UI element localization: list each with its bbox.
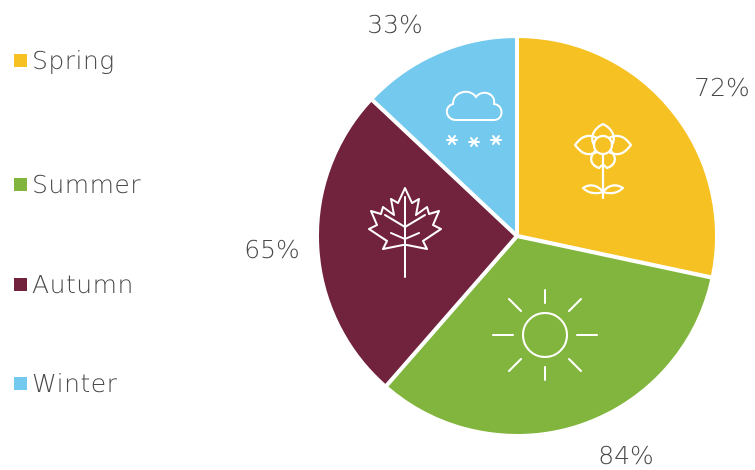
pie-slice-spring — [515, 34, 719, 280]
legend-swatch-summer — [14, 177, 27, 191]
legend-item-summer: Summer — [14, 166, 141, 202]
pie-slices — [315, 34, 719, 438]
value-label-summer: 84% — [598, 441, 654, 470]
snow-cloud-icon — [445, 90, 503, 147]
maple-leaf-icon — [368, 187, 442, 278]
value-label-winter: 33% — [367, 10, 423, 39]
value-label-spring: 72% — [694, 73, 750, 102]
legend-label-autumn: Autumn — [32, 269, 134, 299]
sun-icon — [492, 289, 598, 381]
legend-swatch-winter — [14, 376, 27, 390]
legend-label-spring: Spring — [32, 45, 115, 75]
pie-slice-summer — [383, 234, 715, 438]
legend-item-autumn: Autumn — [14, 266, 134, 302]
legend-swatch-spring — [14, 53, 27, 67]
legend-item-spring: Spring — [14, 42, 115, 78]
value-label-autumn: 65% — [244, 235, 300, 264]
legend-label-summer: Summer — [32, 169, 142, 199]
legend-label-winter: Winter — [32, 368, 118, 398]
pie-slice-winter — [369, 34, 519, 238]
pie-slice-autumn — [315, 97, 519, 389]
legend-swatch-autumn — [14, 277, 27, 291]
sunflower-icon — [573, 122, 633, 200]
legend-item-winter: Winter — [14, 365, 117, 401]
